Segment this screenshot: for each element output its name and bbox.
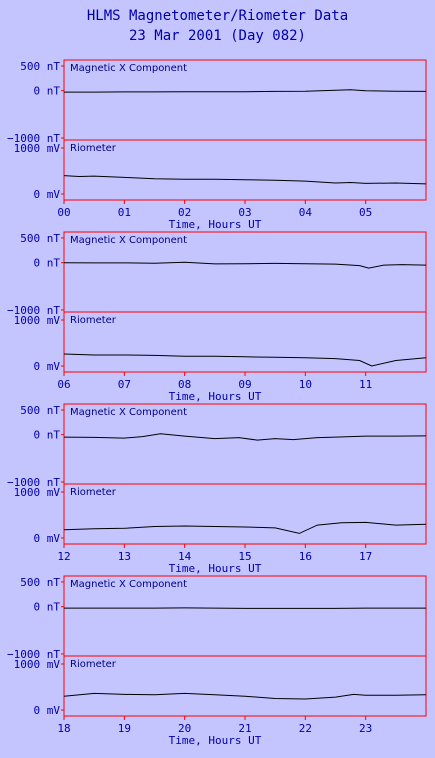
x-tick-label: 17 <box>359 550 372 563</box>
mag-ytick-label: −1000 nT <box>7 132 60 145</box>
chart-title: HLMS Magnetometer/Riometer Data <box>86 8 349 24</box>
x-axis-label: Time, Hours UT <box>169 734 262 747</box>
x-tick-label: 03 <box>238 206 251 219</box>
x-tick-label: 19 <box>118 722 131 735</box>
mag-ytick-label: −1000 nT <box>7 304 60 317</box>
mag-panel-label: Magnetic X Component <box>70 63 187 74</box>
x-tick-label: 16 <box>299 550 312 563</box>
mag-trace <box>63 433 427 441</box>
x-tick-label: 15 <box>238 550 251 563</box>
mag-ytick-label: −1000 nT <box>7 648 60 661</box>
mag-ytick-label: 0 nT <box>34 601 61 614</box>
rio-ytick-label: 1000 mV <box>14 486 61 499</box>
mag-ytick-label: 0 nT <box>34 257 61 270</box>
x-axis-label: Time, Hours UT <box>169 218 262 231</box>
x-tick-label: 12 <box>57 550 70 563</box>
x-tick-label: 06 <box>57 378 70 391</box>
rio-trace <box>63 175 427 185</box>
rio-panel-label: Riometer <box>70 487 117 498</box>
x-tick-label: 23 <box>359 722 372 735</box>
mag-ytick-label: 0 nT <box>34 429 61 442</box>
rio-panel-frame <box>63 483 427 545</box>
rio-panel-frame <box>63 139 427 201</box>
x-tick-label: 22 <box>299 722 312 735</box>
rio-ytick-label: 0 mV <box>34 188 61 201</box>
mag-panel-label: Magnetic X Component <box>70 407 187 418</box>
rio-panel-frame <box>63 311 427 373</box>
rio-ytick-label: 1000 mV <box>14 142 61 155</box>
x-tick-label: 07 <box>118 378 131 391</box>
rio-trace <box>63 521 427 534</box>
mag-ytick-label: 500 nT <box>20 576 60 589</box>
rio-ytick-label: 0 mV <box>34 532 61 545</box>
mag-trace <box>63 261 427 269</box>
x-tick-label: 18 <box>57 722 70 735</box>
x-tick-label: 02 <box>178 206 191 219</box>
mag-trace <box>64 607 426 609</box>
rio-panel-frame <box>63 655 427 717</box>
rio-panel-label: Riometer <box>70 315 117 326</box>
mag-ytick-label: 500 nT <box>20 404 60 417</box>
rio-ytick-label: 0 mV <box>34 704 61 717</box>
mag-trace <box>64 89 427 93</box>
x-tick-label: 21 <box>238 722 251 735</box>
rio-trace <box>63 353 427 367</box>
x-axis-label: Time, Hours UT <box>169 562 262 575</box>
x-tick-label: 08 <box>178 378 191 391</box>
x-tick-label: 04 <box>299 206 313 219</box>
mag-ytick-label: −1000 nT <box>7 476 60 489</box>
x-axis-label: Time, Hours UT <box>169 390 262 403</box>
x-tick-label: 00 <box>57 206 70 219</box>
rio-ytick-label: 1000 mV <box>14 658 61 671</box>
rio-panel-label: Riometer <box>70 143 117 154</box>
x-tick-label: 14 <box>178 550 192 563</box>
x-tick-label: 20 <box>178 722 191 735</box>
mag-ytick-label: 500 nT <box>20 60 60 73</box>
rio-panel-label: Riometer <box>70 659 117 670</box>
chart-subtitle: 23 Mar 2001 (Day 082) <box>128 28 306 44</box>
rio-trace <box>63 692 427 700</box>
x-tick-label: 11 <box>359 378 372 391</box>
x-tick-label: 05 <box>359 206 372 219</box>
x-tick-label: 01 <box>118 206 131 219</box>
x-tick-label: 09 <box>238 378 251 391</box>
x-tick-label: 10 <box>299 378 312 391</box>
mag-ytick-label: 500 nT <box>20 232 60 245</box>
rio-ytick-label: 0 mV <box>34 360 61 373</box>
mag-ytick-label: 0 nT <box>34 85 61 98</box>
rio-ytick-label: 1000 mV <box>14 314 61 327</box>
mag-panel-label: Magnetic X Component <box>70 235 187 246</box>
x-tick-label: 13 <box>118 550 131 563</box>
mag-panel-label: Magnetic X Component <box>70 579 187 590</box>
